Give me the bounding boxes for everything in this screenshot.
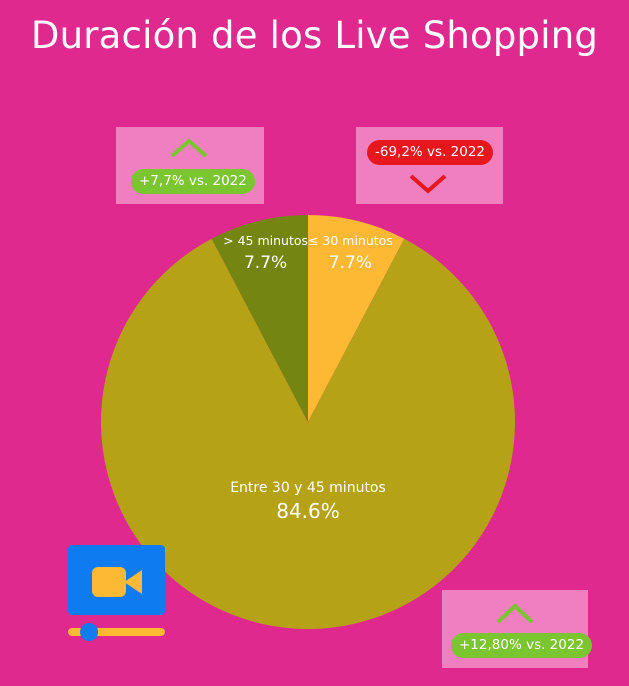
page-title: Duración de los Live Shopping xyxy=(30,14,599,57)
trend-badge-mid: +12,80% vs. 2022 xyxy=(451,633,593,658)
slice-value-le30: 7.7% xyxy=(329,253,372,273)
trend-badge-gt45: +7,7% vs. 2022 xyxy=(131,169,255,194)
slice-label-gt45: > 45 minutos xyxy=(223,233,308,248)
callout-gt45: +7,7% vs. 2022 xyxy=(116,127,264,204)
slice-value-mid: 84.6% xyxy=(276,499,340,523)
slice-value-gt45: 7.7% xyxy=(244,253,287,273)
slice-label-le30: ≤ 30 minutos xyxy=(308,233,393,248)
callout-mid: +12,80% vs. 2022 xyxy=(442,590,593,668)
slice-label-mid: Entre 30 y 45 minutos xyxy=(230,480,386,496)
trend-badge-le30: -69,2% vs. 2022 xyxy=(367,140,494,165)
chevron-down-icon xyxy=(409,174,447,194)
chevron-up-icon xyxy=(170,138,208,158)
chevron-up-icon xyxy=(496,603,534,624)
pie-slice-gt45 xyxy=(211,215,308,422)
callout-le30: -69,2% vs. 2022 xyxy=(356,127,503,204)
pie-slice-le30 xyxy=(308,215,405,422)
video-camera-icon xyxy=(68,545,165,641)
pie-slice-mid xyxy=(101,238,516,629)
